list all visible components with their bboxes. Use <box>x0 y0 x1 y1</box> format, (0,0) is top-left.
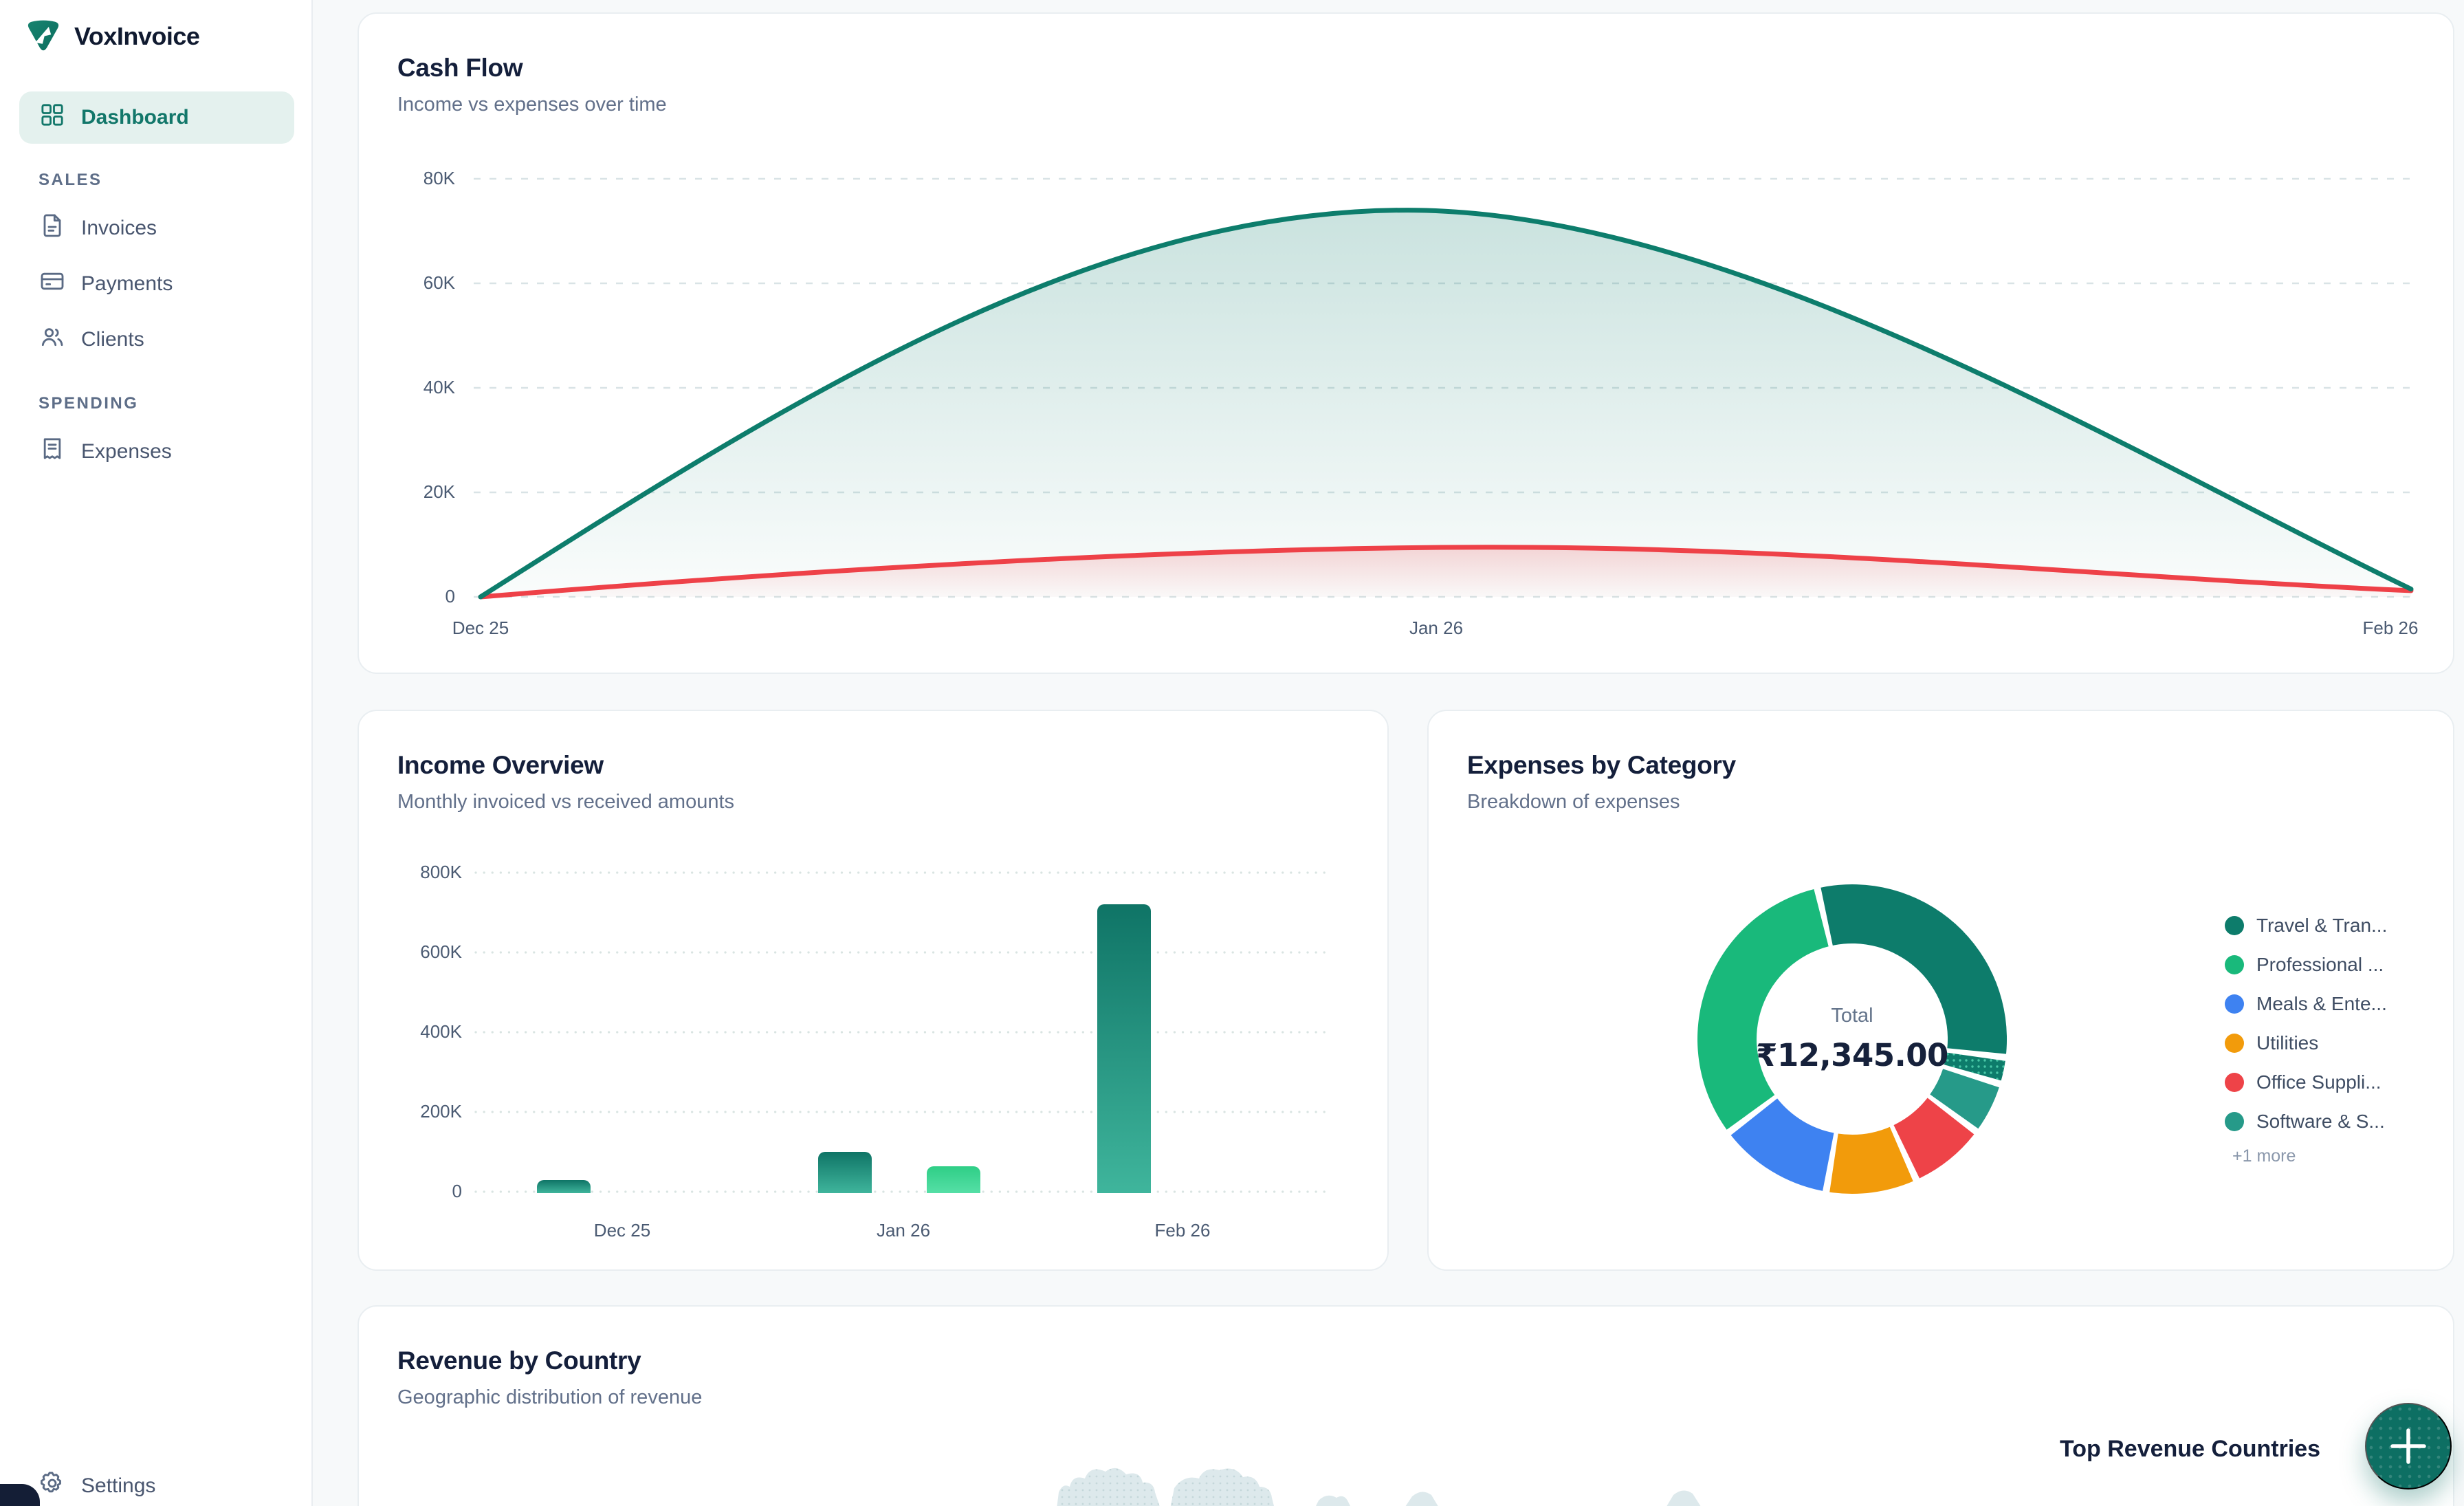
y-axis-tick: 600K <box>420 941 462 962</box>
total-value: ₹12,345.00 <box>1756 1037 1948 1073</box>
legend-item-meals-ente[interactable]: Meals & Ente... <box>2225 990 2387 1018</box>
sidebar-item-label: Invoices <box>81 217 157 239</box>
x-axis-tick: Jan 26 <box>876 1220 931 1241</box>
legend-label: Software & S... <box>2256 1111 2385 1132</box>
legend-label: Utilities <box>2256 1032 2319 1054</box>
expenses-donut-chart <box>1697 884 2008 1194</box>
legend-dot <box>2225 1073 2244 1092</box>
y-axis-tick: 0 <box>445 586 455 607</box>
plus-icon <box>2390 1428 2426 1464</box>
legend-label: Office Suppli... <box>2256 1071 2382 1093</box>
toast-corner <box>0 1484 40 1506</box>
legend-label: Meals & Ente... <box>2256 993 2387 1014</box>
donut-slice-1-more-pattern <box>1944 1052 2005 1081</box>
donut-slice-travel-tran[interactable] <box>1820 884 2008 1054</box>
y-axis-tick: 0 <box>452 1181 462 1201</box>
x-axis-tick: Dec 25 <box>593 1220 651 1241</box>
sidebar-section-sales: SALES <box>38 171 102 189</box>
income-overview-card: Income Overview Monthly invoiced vs rece… <box>358 710 1389 1271</box>
sidebar-item-dashboard[interactable]: Dashboard <box>19 91 294 144</box>
legend-dot <box>2225 994 2244 1014</box>
cash-flow-card: Cash Flow Income vs expenses over time 8… <box>358 12 2454 674</box>
x-axis-tick: Feb 26 <box>1154 1220 1211 1241</box>
sidebar-item-label: Settings <box>81 1474 156 1497</box>
legend-item-office-suppli[interactable]: Office Suppli... <box>2225 1069 2382 1096</box>
legend-dot <box>2225 1034 2244 1053</box>
gear-icon <box>38 1470 66 1503</box>
cash-flow-chart <box>474 177 2415 600</box>
legend-dot <box>2225 955 2244 974</box>
receipt-icon <box>38 435 66 468</box>
card-subtitle: Income vs expenses over time <box>397 94 667 116</box>
y-axis-tick: 80K <box>423 168 455 188</box>
y-axis-tick: 40K <box>423 377 455 397</box>
y-axis-tick: 800K <box>420 862 462 882</box>
bar-invoiced-jan-26[interactable] <box>818 1152 872 1193</box>
card-title: Expenses by Category <box>1467 751 1736 779</box>
bar-received-jan-26[interactable] <box>927 1166 980 1193</box>
sidebar-item-invoices[interactable]: Invoices <box>19 202 294 254</box>
legend-dot <box>2225 1112 2244 1131</box>
donut-slice-meals-ente[interactable] <box>1730 1098 1834 1191</box>
bar-invoiced-dec-25[interactable] <box>537 1180 591 1193</box>
legend-label: Professional ... <box>2256 954 2384 975</box>
sidebar-item-label: Clients <box>81 328 144 351</box>
revenue-by-country-card: Revenue by Country Geographic distributi… <box>358 1305 2454 1506</box>
card-title: Cash Flow <box>397 54 523 82</box>
sidebar-item-label: Payments <box>81 272 173 295</box>
expenses-by-category-card: Expenses by Category Breakdown of expens… <box>1427 710 2454 1271</box>
legend-item-software-s[interactable]: Software & S... <box>2225 1108 2385 1135</box>
sidebar-section-spending: SPENDING <box>38 394 139 413</box>
world-map-fragment <box>1057 1467 1701 1506</box>
legend-item-professional[interactable]: Professional ... <box>2225 951 2384 979</box>
bar-invoiced-feb-26[interactable] <box>1097 904 1151 1193</box>
top-revenue-countries-title: Top Revenue Countries <box>2060 1436 2321 1462</box>
card-title: Revenue by Country <box>397 1346 641 1375</box>
sidebar: VoxInvoice Dashboard SALES Invoices Paym… <box>0 0 313 1506</box>
legend-more-label[interactable]: +1 more <box>2232 1146 2296 1166</box>
y-axis-tick: 20K <box>423 481 455 502</box>
legend-item-utilities[interactable]: Utilities <box>2225 1029 2318 1057</box>
donut-slice-professional[interactable] <box>1697 889 1829 1130</box>
sidebar-item-expenses[interactable]: Expenses <box>19 426 294 478</box>
sidebar-item-clients[interactable]: Clients <box>19 314 294 366</box>
x-axis-tick: Jan 26 <box>1409 618 1464 638</box>
voxinvoice-logo-icon <box>28 20 59 51</box>
card-subtitle: Breakdown of expenses <box>1467 791 1680 813</box>
sidebar-item-label: Dashboard <box>81 106 189 129</box>
legend-item-travel-tran[interactable]: Travel & Tran... <box>2225 912 2387 939</box>
legend-label: Travel & Tran... <box>2256 915 2388 936</box>
card-title: Income Overview <box>397 751 604 779</box>
donut-slice-software-s[interactable] <box>1930 1069 1999 1129</box>
brand-name: VoxInvoice <box>74 22 200 50</box>
brand: VoxInvoice <box>25 18 200 55</box>
credit-card-icon <box>38 268 66 301</box>
y-axis-tick: 60K <box>423 272 455 293</box>
donut-center-total: Total ₹12,345.00 <box>1756 1005 1948 1073</box>
card-subtitle: Geographic distribution of revenue <box>397 1386 703 1408</box>
x-axis-tick: Dec 25 <box>452 618 509 638</box>
invoice-file-icon <box>38 212 66 245</box>
donut-slice-utilities[interactable] <box>1829 1126 1913 1194</box>
sidebar-item-label: Expenses <box>81 440 172 463</box>
y-axis-tick: 400K <box>420 1021 462 1042</box>
users-icon <box>38 323 66 356</box>
x-axis-tick: Feb 26 <box>2362 618 2419 638</box>
total-label: Total <box>1831 1005 1873 1027</box>
legend-dot <box>2225 916 2244 935</box>
donut-slice-office-suppli[interactable] <box>1893 1098 1974 1179</box>
y-axis-tick: 200K <box>420 1101 462 1122</box>
dashboard-grid-icon <box>38 101 66 134</box>
card-subtitle: Monthly invoiced vs received amounts <box>397 791 735 813</box>
add-button[interactable] <box>2365 1403 2452 1489</box>
income-chart-grid <box>474 871 1327 1193</box>
sidebar-item-payments[interactable]: Payments <box>19 258 294 310</box>
sidebar-item-settings[interactable]: Settings <box>19 1460 294 1506</box>
